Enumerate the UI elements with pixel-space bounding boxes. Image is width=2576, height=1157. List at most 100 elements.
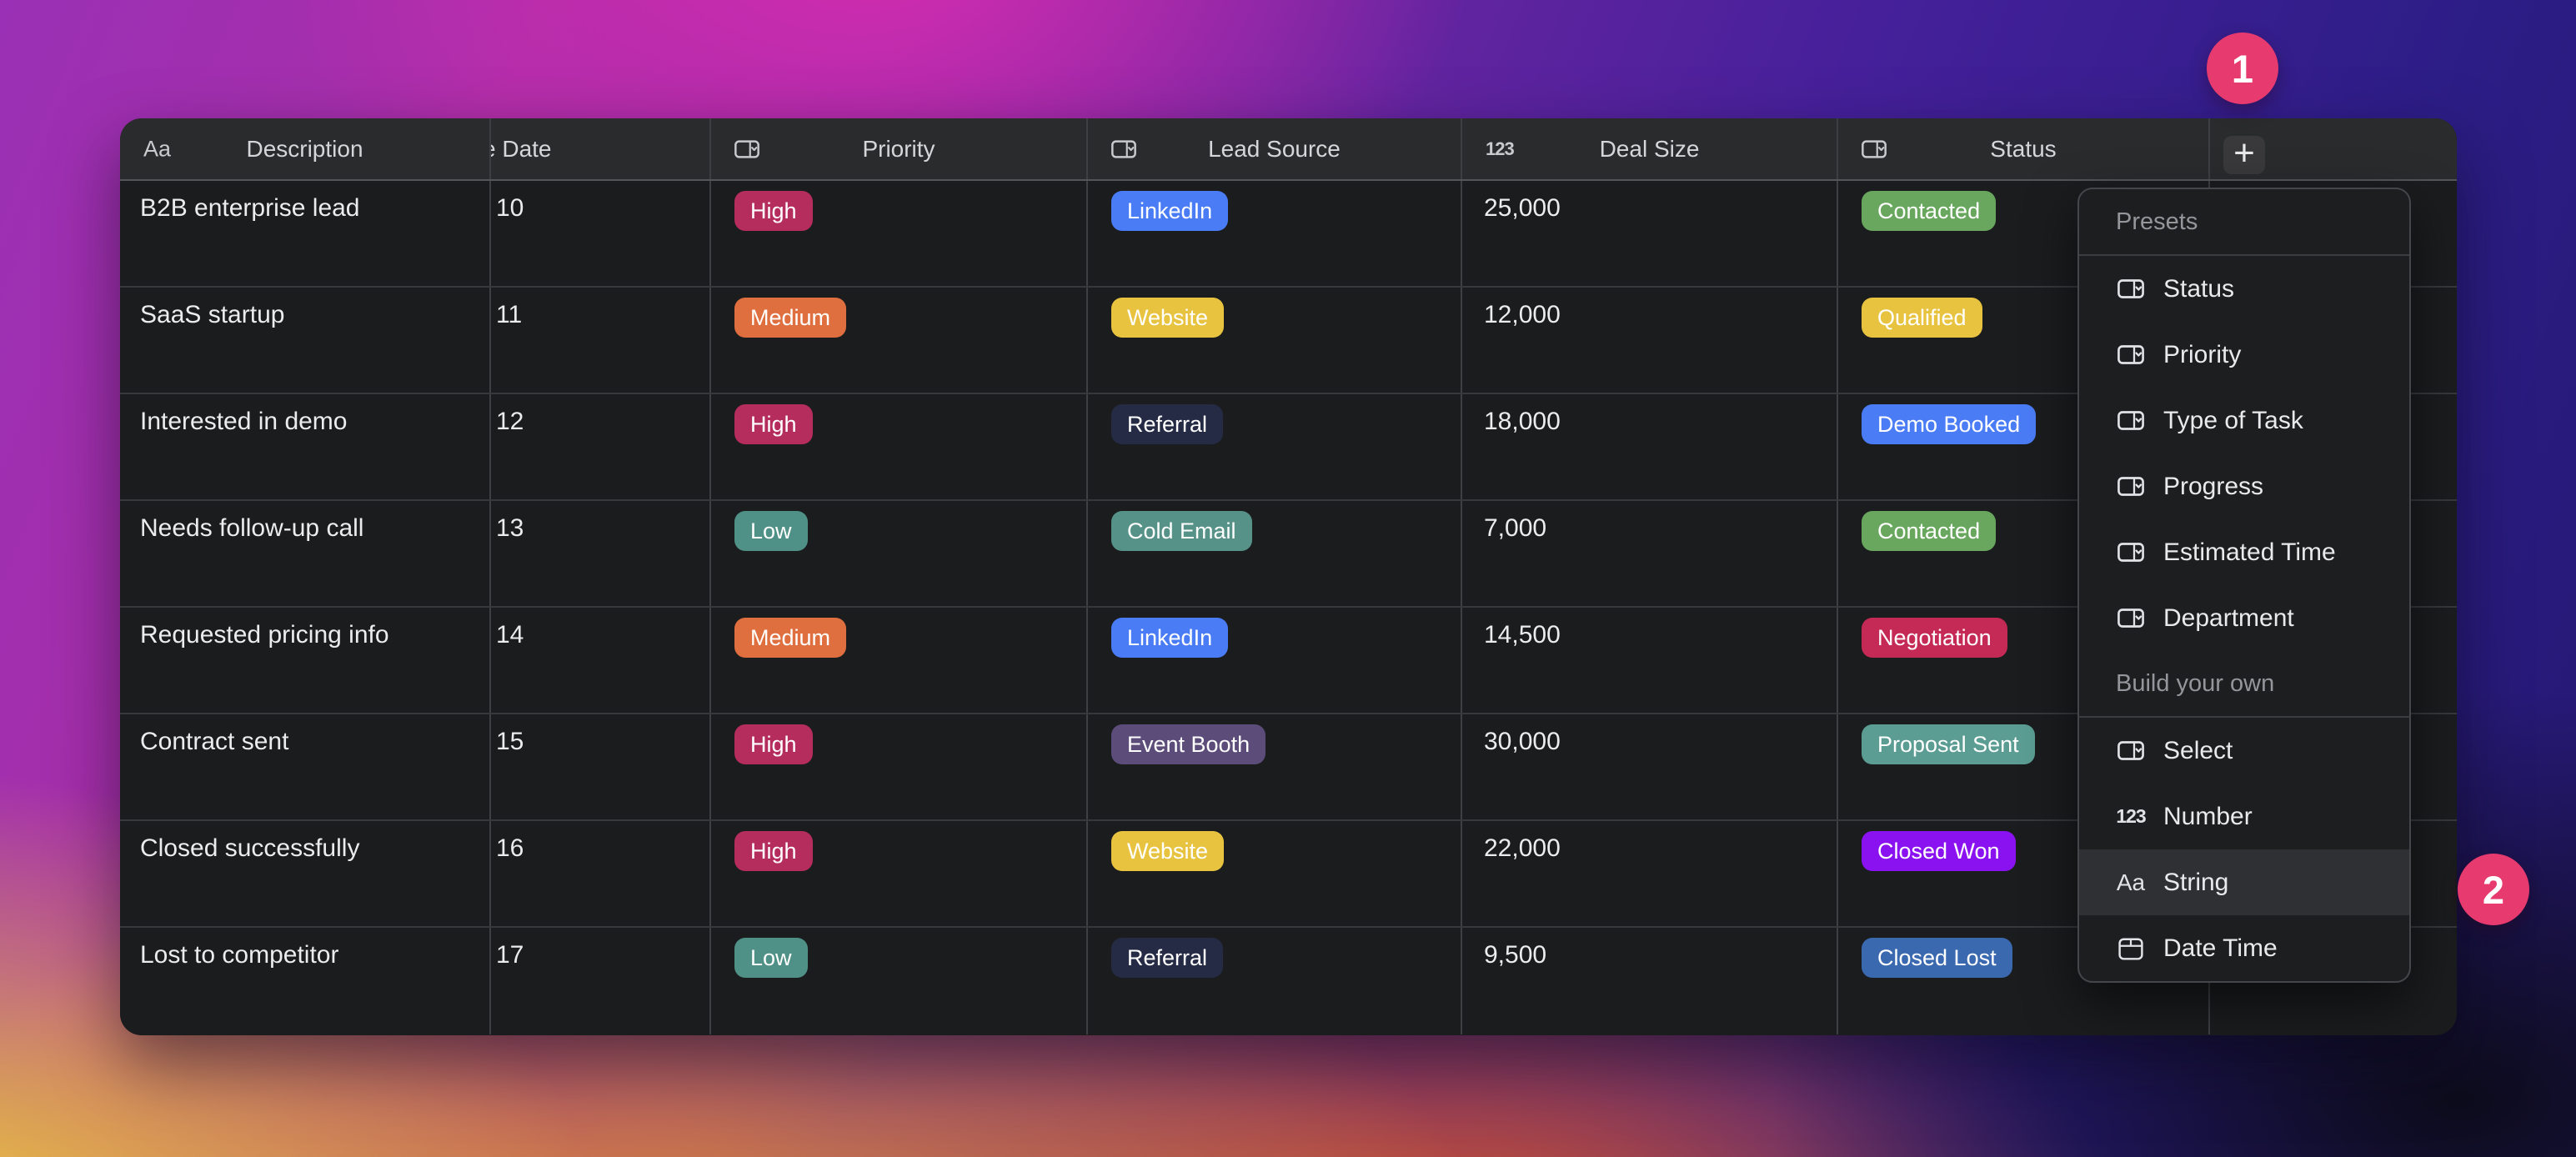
column-header-priority[interactable]: Priority — [711, 118, 1088, 179]
lead-source-cell[interactable]: Cold Email — [1088, 501, 1462, 606]
priority-cell[interactable]: Medium — [711, 608, 1088, 713]
menu-item-label: String — [2163, 868, 2229, 896]
deal-size-cell[interactable]: 14,500 — [1462, 608, 1838, 713]
date-cell[interactable]: 15 — [491, 714, 711, 819]
lead-source-cell[interactable]: LinkedIn — [1088, 181, 1462, 286]
priority-tag: High — [734, 191, 813, 231]
table-row[interactable]: Contract sent 15 High Event Booth 30,000… — [120, 714, 2457, 821]
lead-source-cell[interactable]: Website — [1088, 288, 1462, 393]
description-cell[interactable]: Contract sent — [120, 714, 491, 819]
lead-source-cell[interactable]: Referral — [1088, 394, 1462, 499]
select-field-icon — [2116, 609, 2146, 628]
date-cell[interactable]: 17 — [491, 928, 711, 1034]
status-cell[interactable]: Qualified — [1838, 288, 2210, 393]
column-label: Description — [246, 135, 363, 162]
priority-cell[interactable]: Medium — [711, 288, 1088, 393]
column-label: Lead Source — [1208, 135, 1341, 162]
plus-icon: + — [2233, 133, 2255, 173]
priority-cell[interactable]: Low — [711, 928, 1088, 1034]
status-tag: Closed Won — [1862, 831, 2016, 871]
menu-item-type-of-task[interactable]: Type of Task — [2079, 388, 2409, 453]
lead-source-cell[interactable]: Referral — [1088, 928, 1462, 1034]
priority-cell[interactable]: High — [711, 181, 1088, 286]
number-field-icon: 123 — [1486, 138, 1515, 159]
select-field-icon — [2116, 411, 2146, 430]
menu-divider — [2079, 716, 2409, 718]
date-cell[interactable]: 14 — [491, 608, 711, 713]
deal-size-cell[interactable]: 12,000 — [1462, 288, 1838, 393]
date-cell[interactable]: 16 — [491, 821, 711, 926]
date-cell[interactable]: 12 — [491, 394, 711, 499]
column-header-lead-source[interactable]: Lead Source — [1088, 118, 1462, 179]
menu-item-label: Progress — [2163, 472, 2264, 500]
lead-source-tag: Website — [1111, 298, 1225, 338]
lead-source-cell[interactable]: Event Booth — [1088, 714, 1462, 819]
add-column-header-cell: + — [2210, 118, 2457, 179]
priority-tag: Low — [734, 511, 808, 551]
table-row[interactable]: Closed successfully 16 High Website 22,0… — [120, 821, 2457, 928]
status-tag: Closed Lost — [1862, 938, 2012, 978]
table-row[interactable]: Interested in demo 12 High Referral 18,0… — [120, 394, 2457, 501]
priority-tag: High — [734, 404, 813, 444]
status-cell[interactable]: Negotiation — [1838, 608, 2210, 713]
deal-size-cell[interactable]: 22,000 — [1462, 821, 1838, 926]
menu-item-priority[interactable]: Priority — [2079, 322, 2409, 388]
menu-section-presets: Presets — [2116, 208, 2198, 235]
priority-cell[interactable]: Low — [711, 501, 1088, 606]
status-cell[interactable]: Proposal Sent — [1838, 714, 2210, 819]
date-cell[interactable]: 13 — [491, 501, 711, 606]
add-column-button[interactable]: + — [2223, 133, 2265, 174]
description-cell[interactable]: Interested in demo — [120, 394, 491, 499]
column-header-description[interactable]: Aa Description — [120, 118, 491, 179]
deal-size-cell[interactable]: 18,000 — [1462, 394, 1838, 499]
deal-size-cell[interactable]: 30,000 — [1462, 714, 1838, 819]
date-cell[interactable]: 11 — [491, 288, 711, 393]
menu-item-label: Estimated Time — [2163, 538, 2336, 566]
column-header-status[interactable]: Status — [1838, 118, 2210, 179]
description-cell[interactable]: Lost to competitor — [120, 928, 491, 1034]
deal-size-cell[interactable]: 25,000 — [1462, 181, 1838, 286]
description-cell[interactable]: Needs follow-up call — [120, 501, 491, 606]
priority-cell[interactable]: High — [711, 821, 1088, 926]
description-cell[interactable]: Closed successfully — [120, 821, 491, 926]
priority-cell[interactable]: High — [711, 394, 1088, 499]
menu-item-progress[interactable]: Progress — [2079, 453, 2409, 519]
menu-item-department[interactable]: Department — [2079, 585, 2409, 651]
description-cell[interactable]: B2B enterprise lead — [120, 181, 491, 286]
lead-source-tag: Event Booth — [1111, 724, 1266, 764]
table-row[interactable]: Requested pricing info 14 Medium LinkedI… — [120, 608, 2457, 714]
date-cell[interactable]: 10 — [491, 181, 711, 286]
menu-item-label: Date Time — [2163, 934, 2278, 962]
deal-size-cell[interactable]: 9,500 — [1462, 928, 1838, 1034]
select-field-icon — [2116, 279, 2146, 298]
menu-item-number[interactable]: 123 Number — [2079, 784, 2409, 849]
description-cell[interactable]: Requested pricing info — [120, 608, 491, 713]
calendar-icon — [2116, 937, 2146, 960]
select-field-icon — [2116, 345, 2146, 364]
menu-item-estimated-time[interactable]: Estimated Time — [2079, 519, 2409, 585]
text-field-icon: Aa — [2116, 869, 2146, 895]
menu-item-date-time[interactable]: Date Time — [2079, 915, 2409, 981]
lead-source-cell[interactable]: Website — [1088, 821, 1462, 926]
description-cell[interactable]: SaaS startup — [120, 288, 491, 393]
menu-item-status[interactable]: Status — [2079, 256, 2409, 322]
grid-header-row: Aa Description e Date Priority Lead Sour… — [120, 118, 2457, 181]
status-cell[interactable]: Demo Booked — [1838, 394, 2210, 499]
priority-cell[interactable]: High — [711, 714, 1088, 819]
table-row[interactable]: SaaS startup 11 Medium Website 12,000 Qu… — [120, 288, 2457, 394]
menu-item-select[interactable]: Select — [2079, 718, 2409, 784]
table-row[interactable]: Lost to competitor 17 Low Referral 9,500… — [120, 928, 2457, 1034]
column-header-date[interactable]: e Date — [491, 118, 711, 179]
priority-tag: High — [734, 831, 813, 871]
status-cell[interactable]: Contacted — [1838, 501, 2210, 606]
table-row[interactable]: Needs follow-up call 13 Low Cold Email 7… — [120, 501, 2457, 608]
status-cell[interactable]: Closed Lost — [1838, 928, 2210, 1034]
deal-size-cell[interactable]: 7,000 — [1462, 501, 1838, 606]
select-field-icon — [734, 139, 759, 158]
menu-item-string[interactable]: Aa String — [2079, 849, 2409, 915]
status-tag: Proposal Sent — [1862, 724, 2035, 764]
status-tag: Negotiation — [1862, 618, 2007, 658]
status-tag: Demo Booked — [1862, 404, 2037, 444]
column-header-deal-size[interactable]: 123 Deal Size — [1462, 118, 1838, 179]
lead-source-cell[interactable]: LinkedIn — [1088, 608, 1462, 713]
